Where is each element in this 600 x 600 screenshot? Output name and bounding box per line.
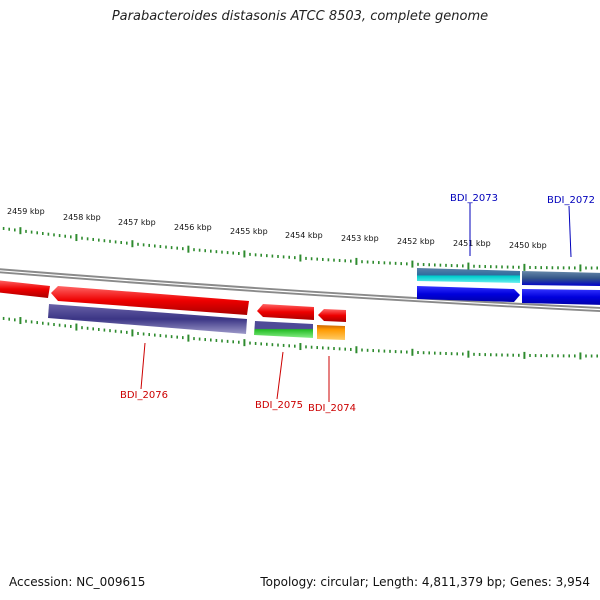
gene-bar-bdi-2072[interactable]	[522, 271, 600, 305]
gene-bar-bdi-2074[interactable]	[317, 309, 346, 340]
ruler-ticks-outer	[2, 226, 599, 272]
gene-label-bdi-2074[interactable]: BDI_2074	[308, 403, 356, 414]
ruler-label: 2451 kbp	[453, 239, 491, 248]
gene-bar-left-red[interactable]	[0, 280, 50, 298]
ruler-label: 2456 kbp	[174, 223, 212, 232]
gene-bar-bdi-2073[interactable]	[417, 268, 520, 302]
ruler-label: 2454 kbp	[285, 231, 323, 240]
ruler-label: 2459 kbp	[7, 207, 45, 216]
ruler-label: 2452 kbp	[397, 237, 435, 246]
gene-label-bdi-2076[interactable]: BDI_2076	[120, 390, 168, 401]
gene-label-bdi-2073[interactable]: BDI_2073	[450, 193, 498, 204]
ruler-label: 2455 kbp	[230, 227, 268, 236]
gene-callouts	[140, 203, 572, 402]
ruler-label: 2453 kbp	[341, 234, 379, 243]
ruler-ticks-inner	[2, 316, 599, 360]
genome-summary-text: Topology: circular; Length: 4,811,379 bp…	[260, 575, 590, 589]
ruler-label: 2450 kbp	[509, 241, 547, 250]
map-title: Parabacteroides distasonis ATCC 8503, co…	[111, 9, 489, 24]
ruler-labels: 2459 kbp 2458 kbp 2457 kbp 2456 kbp 2455…	[7, 207, 547, 250]
accession-text: Accession: NC_009615	[9, 575, 146, 589]
gene-label-bdi-2075[interactable]: BDI_2075	[255, 400, 303, 411]
ruler-label: 2457 kbp	[118, 218, 156, 227]
gene-bar-bdi-2075[interactable]	[254, 304, 314, 338]
ruler-label: 2458 kbp	[63, 213, 101, 222]
genome-backbone-inner	[0, 270, 600, 311]
gene-bar-bdi-2076[interactable]	[48, 286, 249, 334]
gene-label-bdi-2072[interactable]: BDI_2072	[547, 195, 595, 206]
